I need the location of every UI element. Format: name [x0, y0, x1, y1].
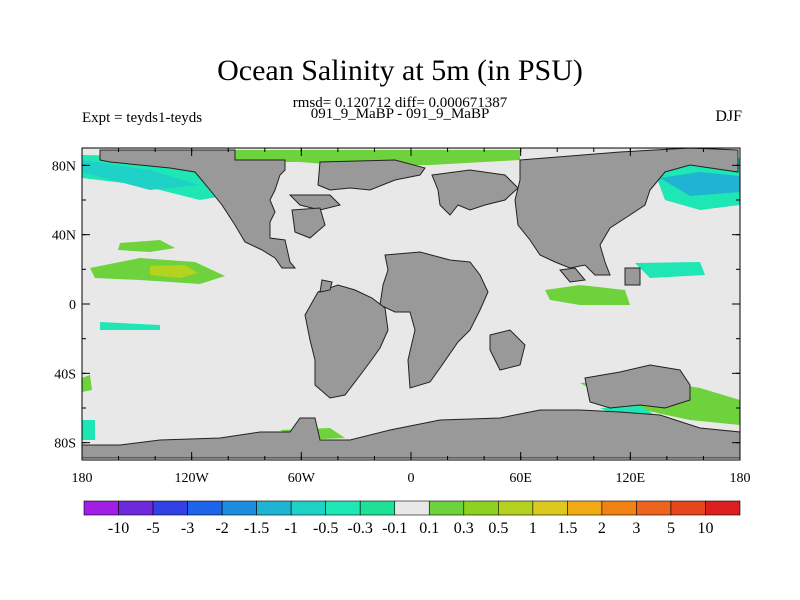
colorbar-swatch [359, 500, 396, 516]
indian-ocean-positive [545, 285, 630, 305]
colorbar-swatch [256, 500, 292, 516]
chart-subtitle: rmsd= 0.120712 diff= 0.000671387 [292, 95, 508, 111]
colorbar-swatch [601, 500, 637, 516]
colorbar-swatch [532, 500, 568, 516]
colorbar-label: -3 [181, 520, 194, 537]
colorbar-label: 1.5 [557, 520, 577, 537]
colorbar-label: -0.5 [313, 520, 338, 537]
colorbar-swatch [463, 500, 499, 516]
colorbar-label: 0.3 [454, 520, 474, 537]
east-pacific-negative [100, 322, 160, 330]
north-pacific-core [660, 172, 740, 196]
colorbar-label: 10 [697, 520, 713, 537]
landmass-australia [584, 364, 691, 409]
colorbar-label: 2 [598, 520, 606, 537]
x-tick-label: 120W [175, 471, 210, 486]
y-tick-label: 80N [52, 159, 76, 174]
experiment-label: Expt = teyds1-teyds [82, 110, 203, 126]
landmass-indonesia [489, 329, 526, 371]
landmass-small-pacific [624, 267, 641, 286]
landmass-asia [514, 147, 739, 276]
colorbar-label: 1 [529, 520, 537, 537]
landmass-antarctica [81, 409, 741, 459]
colorbar-swatch [705, 500, 741, 516]
chart-title: Ocean Salinity at 5m (in PSU) [217, 54, 583, 87]
colorbar-label: -2 [215, 520, 228, 537]
plot-area [81, 147, 741, 461]
land-masses [81, 147, 741, 459]
colorbar-label: -0.1 [382, 520, 407, 537]
y-tick-label: 0 [69, 298, 76, 313]
colorbar-label: -5 [146, 520, 159, 537]
arctic-positive-band [235, 150, 520, 166]
colorbar-swatch [221, 500, 257, 516]
colorbar-swatch [152, 500, 188, 516]
colorbar-label: 5 [667, 520, 675, 537]
west-pacific-negative [635, 262, 705, 278]
colorbar-label: 0.5 [488, 520, 508, 537]
landmass-central-america [319, 279, 333, 293]
colorbar-swatch [670, 500, 706, 516]
colorbar-swatch [394, 500, 430, 516]
colorbar-swatch [187, 500, 223, 516]
x-tick-label: 120E [616, 471, 646, 486]
colorbar-swatch [567, 500, 603, 516]
pacific-positive-core [150, 265, 198, 278]
north-atlantic-core [82, 160, 200, 190]
colorbar-swatch [290, 500, 326, 516]
landmass-south-america [304, 284, 389, 399]
colorbar-label: -0.3 [348, 520, 373, 537]
landmass-west-europe [291, 207, 326, 239]
x-tick-label: 180 [72, 471, 93, 486]
colorbar-swatch [118, 500, 154, 516]
colorbar-label: 3 [632, 520, 640, 537]
x-tick-label: 60W [288, 471, 316, 486]
y-tick-label: 80S [54, 437, 76, 452]
south-pacific-positive [82, 375, 92, 392]
colorbar-swatch [636, 500, 672, 516]
colorbar-label: -10 [108, 520, 129, 537]
colorbar-swatch [83, 500, 119, 516]
landmass-north-america [99, 149, 297, 269]
y-tick-label: 40N [52, 229, 76, 244]
landmass-greenland [317, 159, 426, 191]
x-tick-label: 0 [408, 471, 415, 486]
case-label: 091_9_MaBP - 091_9_MaBP [310, 106, 490, 122]
colorbar-label: -1.5 [244, 520, 269, 537]
x-tick-label: 180 [730, 471, 751, 486]
mid-pacific-positive [118, 240, 175, 252]
colorbar: -10 -5 -3 -2 -1.5 -1 -0.5 -0.3 -0.1 0.1 0.3 0.5 1 1.5… [83, 500, 741, 537]
y-tick-label: 40S [54, 367, 76, 382]
axes: 180 120W 60W 0 60E 120E 180 80N 40N 0 40S 80S [52, 148, 751, 486]
colorbar-label: -1 [284, 520, 297, 537]
landmass-europe [431, 169, 519, 216]
landmass-canadian-arch [288, 194, 341, 211]
colorbar-swatch [428, 500, 465, 516]
colorbar-swatch [325, 500, 361, 516]
colorbar-swatch [498, 500, 534, 516]
colorbar-label: 0.1 [419, 520, 439, 537]
south-atlantic-negative [82, 420, 95, 440]
season-label: DJF [715, 108, 742, 125]
x-tick-label: 60E [509, 471, 532, 486]
landmass-maritime [559, 267, 586, 283]
